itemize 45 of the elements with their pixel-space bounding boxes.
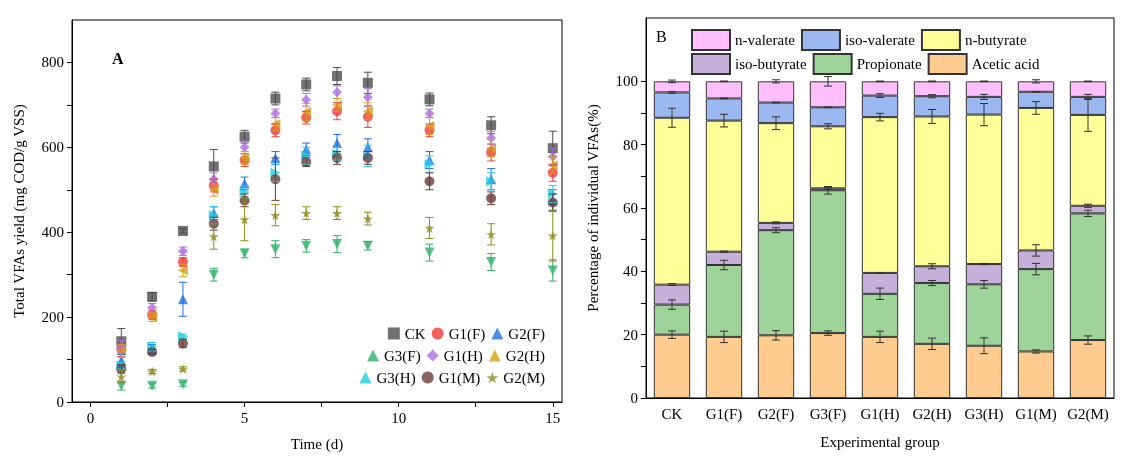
legend-label: G2(H) bbox=[505, 347, 545, 365]
x-tick-label: G1(H) bbox=[860, 405, 900, 423]
x-tick-label: 15 bbox=[545, 409, 561, 426]
x-tick-label: G1(F) bbox=[705, 405, 743, 423]
x-tick-label: 10 bbox=[391, 409, 407, 426]
legend-label: iso-butyrate bbox=[735, 56, 807, 72]
legend-label: G2(M) bbox=[503, 369, 546, 387]
y-tick-label: 200 bbox=[41, 309, 64, 326]
y-tick-label: 400 bbox=[41, 224, 64, 241]
y-axis-title: Total VFAs yield (mg COD/g VSS) bbox=[10, 104, 28, 318]
x-tick-label: G3(F) bbox=[809, 405, 847, 423]
legend-label: G3(F) bbox=[384, 347, 421, 365]
y-tick-label: 800 bbox=[41, 54, 64, 71]
annotation: A bbox=[112, 49, 124, 67]
legend-label: n-valerate bbox=[735, 32, 796, 48]
legend-label: G1(M) bbox=[438, 369, 481, 387]
y-tick-label: 0 bbox=[56, 394, 64, 410]
legend-label: n-butyrate bbox=[964, 32, 1027, 48]
y-tick-label: 40 bbox=[623, 263, 638, 280]
annotation: B bbox=[656, 27, 667, 45]
y-tick-label: 20 bbox=[623, 326, 638, 343]
y-tick-label: 0 bbox=[630, 390, 638, 406]
legend-label: CK bbox=[404, 325, 426, 342]
x-tick-label: G1(M) bbox=[1015, 405, 1057, 423]
legend-label: G1(F) bbox=[448, 325, 486, 343]
y-tick-label: 60 bbox=[623, 200, 638, 216]
legend-label: Acetic acid bbox=[971, 56, 1041, 72]
legend-label: G3(H) bbox=[376, 369, 416, 387]
legend-label: G1(H) bbox=[443, 347, 483, 365]
legend-label: G2(F) bbox=[508, 325, 546, 343]
x-tick-label: 0 bbox=[86, 409, 95, 426]
x-tick-label: CK bbox=[661, 405, 683, 422]
y-tick-label: 100 bbox=[615, 73, 638, 90]
legend-label: iso-valerate bbox=[844, 32, 916, 48]
y-axis-title: Percentage of individual VFAs(%) bbox=[584, 104, 602, 312]
x-tick-label: 5 bbox=[240, 409, 249, 426]
y-tick-label: 80 bbox=[623, 136, 638, 153]
x-tick-label: G3(H) bbox=[964, 405, 1004, 423]
legend-label: Propionate bbox=[856, 56, 922, 72]
x-tick-label: G2(F) bbox=[757, 405, 795, 423]
x-tick-label: G2(H) bbox=[912, 405, 952, 423]
y-tick-label: 600 bbox=[41, 139, 64, 156]
x-axis-title: Experimental group bbox=[820, 433, 940, 450]
x-axis-title: Time (d) bbox=[290, 435, 344, 453]
x-tick-label: G2(M) bbox=[1067, 405, 1109, 423]
